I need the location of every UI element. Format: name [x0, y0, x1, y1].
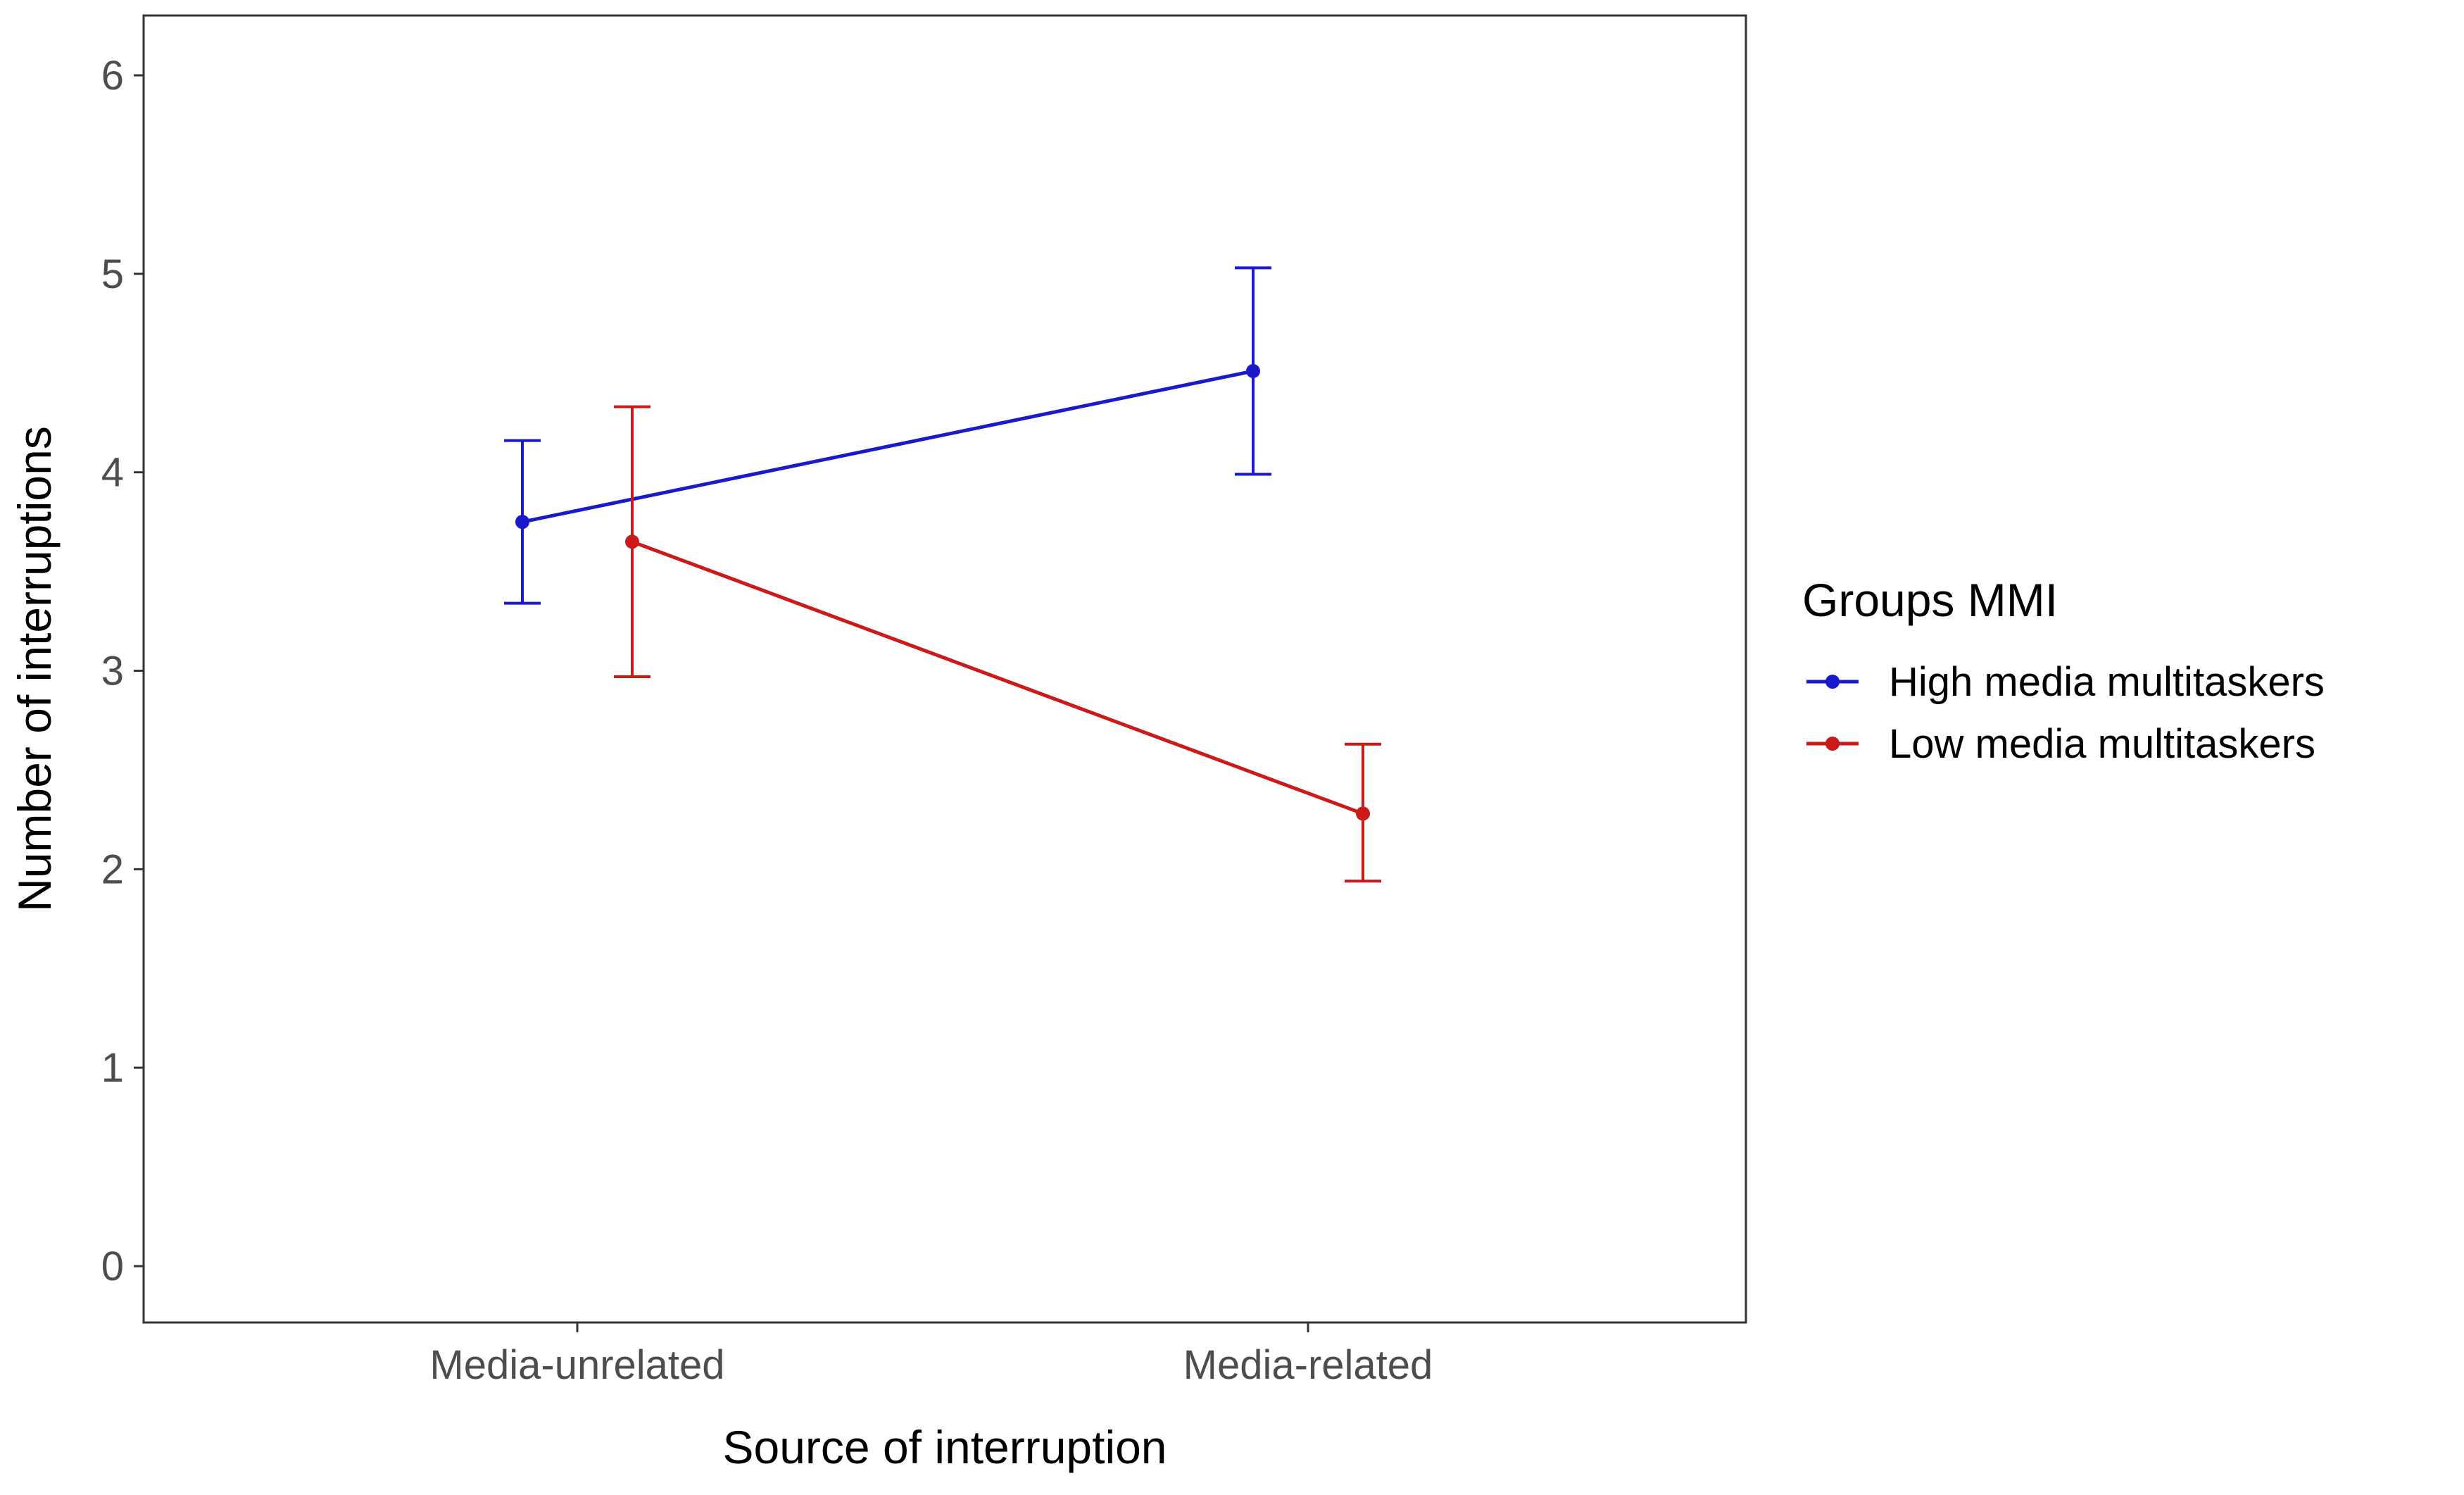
legend-label: High media multitaskers [1889, 659, 2325, 705]
y-tick-label: 5 [101, 251, 124, 297]
y-axis: 0 1 2 3 4 5 6 [101, 53, 144, 1289]
series-low-media-multitaskers [614, 405, 1381, 883]
data-point [1246, 363, 1260, 378]
data-point [1356, 806, 1370, 821]
data-point [625, 534, 639, 549]
x-tick-label: Media-unrelated [429, 1342, 724, 1388]
legend-title: Groups MMI [1802, 574, 2058, 626]
series-line [631, 539, 1364, 815]
y-tick-label: 4 [101, 450, 124, 496]
legend-key-point [1825, 675, 1840, 689]
legend-label: Low media multitaskers [1889, 721, 2315, 767]
series-line [522, 369, 1254, 524]
legend: Groups MMI High media multitaskers Low me… [1802, 574, 2325, 767]
y-tick-label: 2 [101, 846, 124, 892]
panel-border [142, 14, 1747, 1324]
plot-area [504, 266, 1381, 883]
x-axis: Media-unrelated Media-related [429, 1322, 1433, 1388]
y-tick-label: 6 [101, 53, 124, 99]
series-high-media-multitaskers [504, 266, 1271, 605]
x-tick-label: Media-related [1183, 1342, 1433, 1388]
data-point [515, 515, 529, 530]
x-axis-title: Source of interruption [722, 1421, 1167, 1473]
legend-key-point [1825, 737, 1840, 751]
y-tick-label: 1 [101, 1045, 124, 1091]
y-tick-label: 0 [101, 1244, 124, 1289]
y-axis-title: Number of interruptions [8, 426, 61, 912]
y-tick-label: 3 [101, 649, 124, 694]
